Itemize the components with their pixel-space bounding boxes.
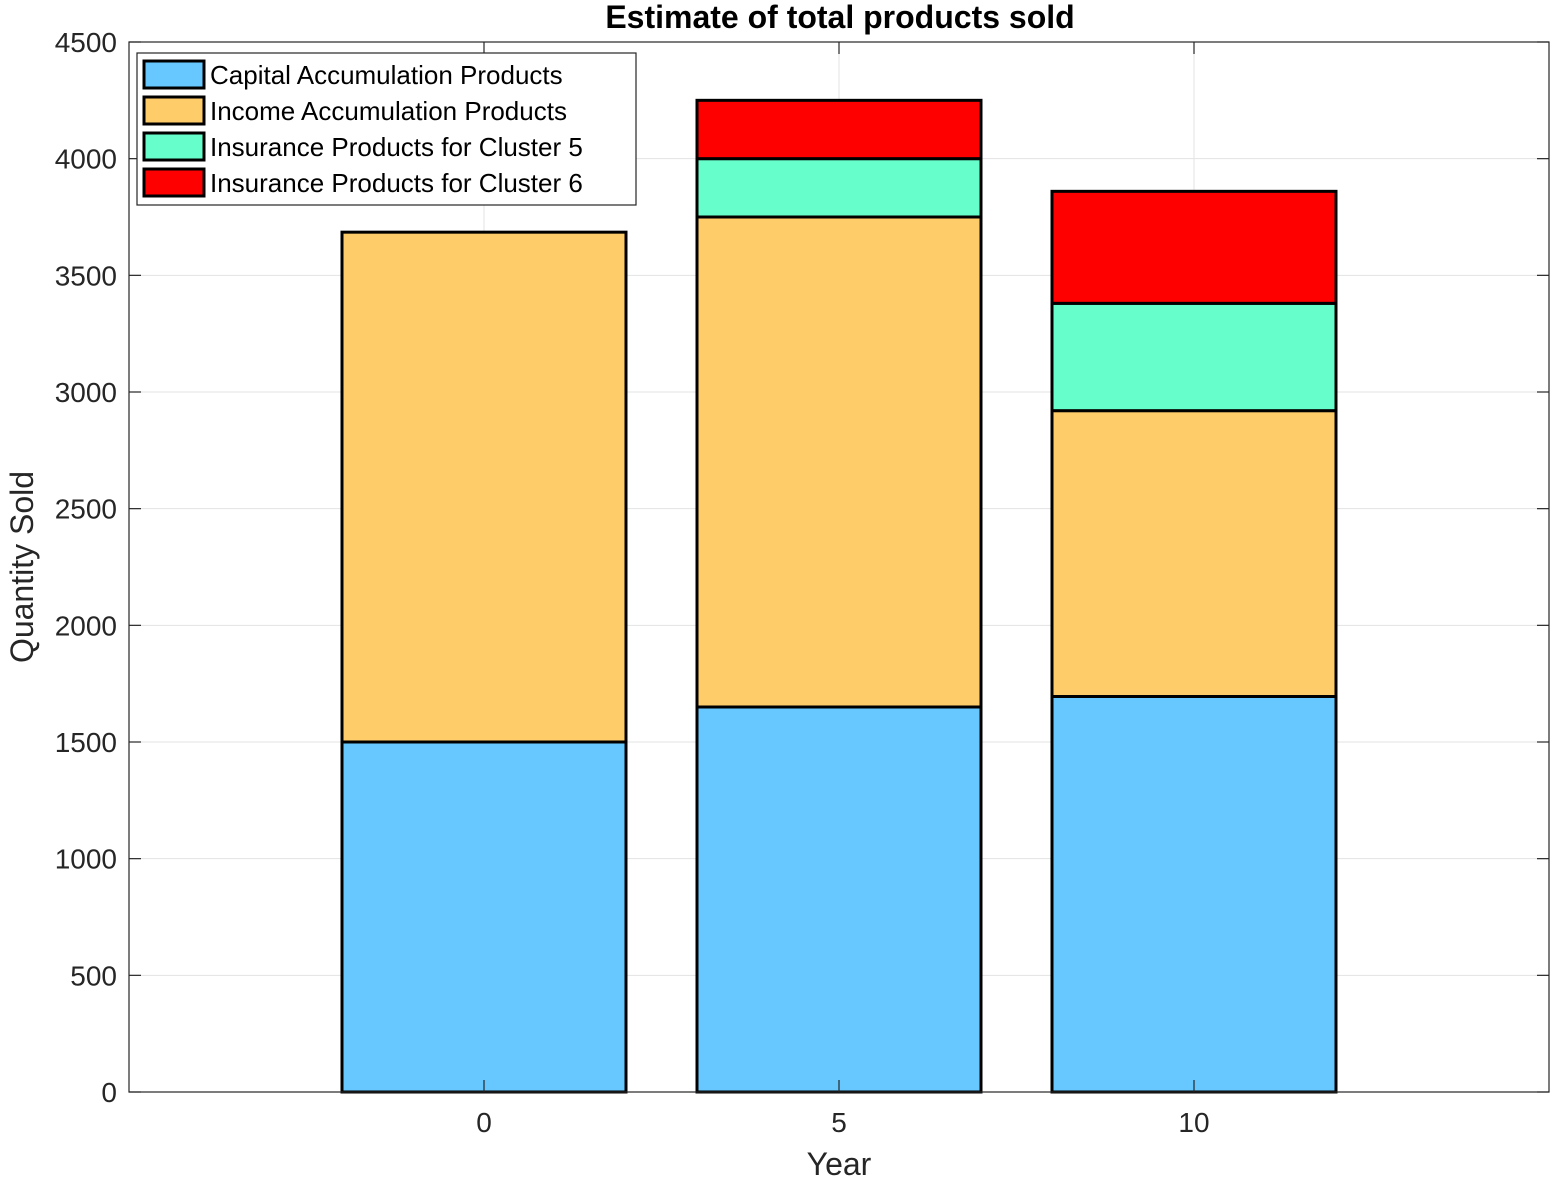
bar-segment bbox=[1050, 409, 1338, 698]
bar-segment bbox=[695, 705, 983, 1094]
legend-label: Insurance Products for Cluster 5 bbox=[210, 132, 583, 162]
y-tick-label: 2500 bbox=[55, 494, 117, 525]
axis-ticks: 0 500 1000 1500 2000 2500 3000 3500 4000 4500 0 5 10 bbox=[55, 27, 1549, 1138]
legend-box bbox=[136, 52, 637, 206]
y-axis-label: Quantity Sold bbox=[4, 471, 40, 663]
bar-segment bbox=[1050, 301, 1338, 413]
legend-label: Insurance Products for Cluster 6 bbox=[210, 168, 583, 198]
y-tick-label: 2000 bbox=[55, 610, 117, 641]
y-tick-label: 4000 bbox=[55, 144, 117, 175]
bar-segment bbox=[340, 230, 628, 744]
legend-label: Capital Accumulation Products bbox=[210, 60, 563, 90]
y-tick-label: 0 bbox=[101, 1077, 117, 1108]
x-tick-label: 10 bbox=[1178, 1107, 1209, 1138]
y-tick-label: 1500 bbox=[55, 727, 117, 758]
bar-segment bbox=[1050, 189, 1338, 305]
y-tick-label: 1000 bbox=[55, 844, 117, 875]
x-tick-label: 5 bbox=[831, 1107, 847, 1138]
y-tick-label: 500 bbox=[70, 960, 117, 991]
y-tick-label: 3000 bbox=[55, 377, 117, 408]
chart-title: Estimate of total products sold bbox=[605, 0, 1074, 35]
y-tick-label: 3500 bbox=[55, 260, 117, 291]
bar-segment bbox=[1050, 695, 1338, 1094]
bar-segment bbox=[695, 215, 983, 709]
legend-swatch bbox=[142, 95, 206, 126]
legend-label: Income Accumulation Products bbox=[210, 96, 567, 126]
legend-swatch bbox=[142, 59, 206, 90]
bar-segment bbox=[695, 157, 983, 219]
y-tick-label: 4500 bbox=[55, 27, 117, 58]
bars bbox=[340, 98, 1338, 1094]
bar-segment bbox=[340, 740, 628, 1094]
legend-swatch bbox=[142, 167, 206, 198]
legend: Capital Accumulation Products Income Accu… bbox=[136, 52, 637, 206]
bar-segment bbox=[695, 98, 983, 161]
x-axis-label: Year bbox=[807, 1146, 872, 1182]
x-tick-label: 0 bbox=[476, 1107, 492, 1138]
legend-swatch bbox=[142, 131, 206, 162]
